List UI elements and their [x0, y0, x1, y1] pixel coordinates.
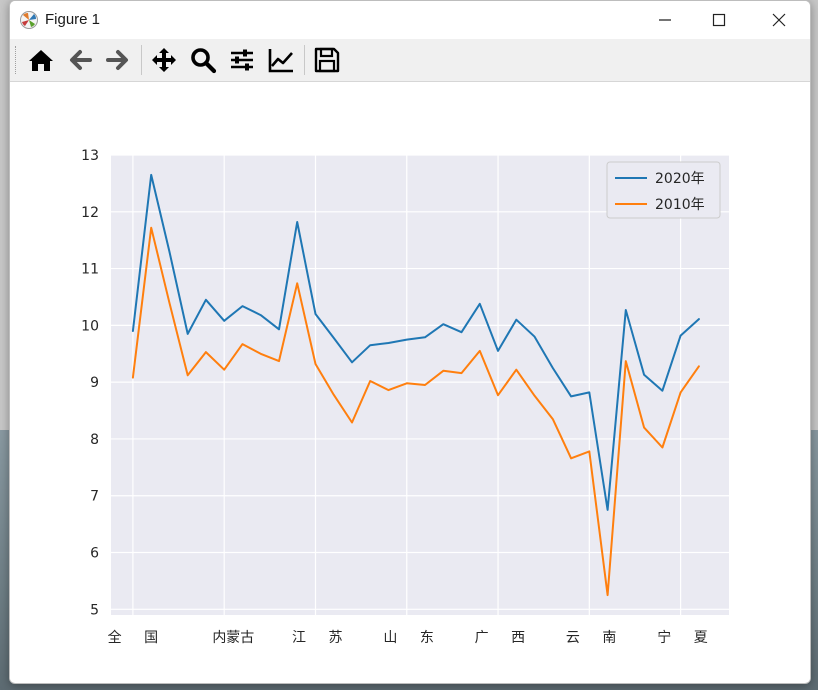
x-tick-label: 西: [511, 630, 525, 646]
matplotlib-logo-icon: [19, 10, 39, 30]
minimize-button[interactable]: [642, 1, 688, 39]
navigation-toolbar: [10, 39, 810, 82]
toolbar-separator: [141, 45, 142, 75]
y-tick-label: 10: [81, 318, 99, 334]
series-line-1: [131, 226, 700, 597]
y-tick-label: 8: [90, 432, 99, 448]
floppy-icon: [314, 47, 340, 73]
title-bar[interactable]: Figure 1: [10, 1, 810, 39]
line-chart: 5 6 7 8 9 10 11 12 13 全 国 内蒙古 江 苏 山 东 广 西 云 南 宁 夏 2020年 2010年: [81, 148, 729, 646]
y-tick-label: 12: [81, 205, 99, 221]
close-button[interactable]: [756, 1, 802, 39]
y-tick-label: 13: [81, 148, 99, 164]
x-tick-label: 宁: [657, 629, 671, 646]
x-tick-label: 内蒙古: [212, 630, 254, 646]
home-icon: [29, 50, 53, 71]
x-tick-label: 苏: [329, 630, 343, 646]
x-tick-label: 国: [144, 630, 158, 646]
zoom-button[interactable]: [187, 44, 219, 76]
pan-button[interactable]: [148, 44, 180, 76]
y-tick-label: 6: [90, 546, 99, 562]
grid-lines: [111, 154, 729, 615]
save-button[interactable]: [311, 44, 343, 76]
arrow-left-icon: [70, 50, 92, 70]
x-tick-label: 云: [566, 630, 580, 646]
move-icon: [152, 48, 176, 72]
y-tick-label: 7: [90, 489, 99, 505]
y-tick-label: 5: [90, 602, 99, 618]
x-tick-label: 广: [475, 630, 489, 646]
window-title: Figure 1: [45, 11, 101, 28]
x-axis-ticks: 全 国 内蒙古 江 苏 山 东 广 西 云 南 宁 夏: [108, 629, 708, 646]
toolbar-separator: [304, 45, 305, 75]
magnifier-icon: [191, 48, 217, 74]
legend-label-1: 2010年: [655, 197, 705, 213]
sliders-icon: [231, 49, 253, 71]
maximize-button[interactable]: [696, 1, 742, 39]
configure-subplots-button[interactable]: [226, 44, 258, 76]
y-tick-label: 9: [90, 375, 99, 391]
legend-label-0: 2020年: [655, 171, 705, 187]
x-tick-label: 东: [420, 630, 434, 646]
y-axis-ticks: 5 6 7 8 9 10 11 12 13: [81, 148, 99, 618]
legend: 2020年 2010年: [606, 161, 721, 219]
minimize-icon: [659, 19, 671, 21]
edit-axes-button[interactable]: [265, 44, 297, 76]
toolbar-grip[interactable]: [15, 46, 18, 74]
figure-window: Figure 1: [9, 0, 811, 684]
x-tick-label: 夏: [694, 630, 708, 646]
y-tick-label: 11: [81, 262, 99, 278]
x-tick-label: 南: [602, 630, 616, 646]
back-button[interactable]: [64, 44, 96, 76]
forward-button[interactable]: [102, 44, 134, 76]
maximize-icon: [712, 13, 726, 27]
series-lines: [131, 173, 700, 597]
x-tick-label: 山: [383, 630, 397, 646]
x-tick-label: 江: [292, 630, 306, 646]
x-tick-label: 全: [108, 629, 122, 646]
figure-canvas[interactable]: 5 6 7 8 9 10 11 12 13 全 国 内蒙古 江 苏 山 东 广 西 云 南 宁 夏 2020年 2010年: [10, 82, 810, 682]
close-icon: [772, 13, 786, 27]
home-button[interactable]: [25, 44, 57, 76]
chart-line-icon: [268, 49, 293, 73]
arrow-right-icon: [106, 50, 128, 70]
series-line-0: [131, 173, 700, 511]
